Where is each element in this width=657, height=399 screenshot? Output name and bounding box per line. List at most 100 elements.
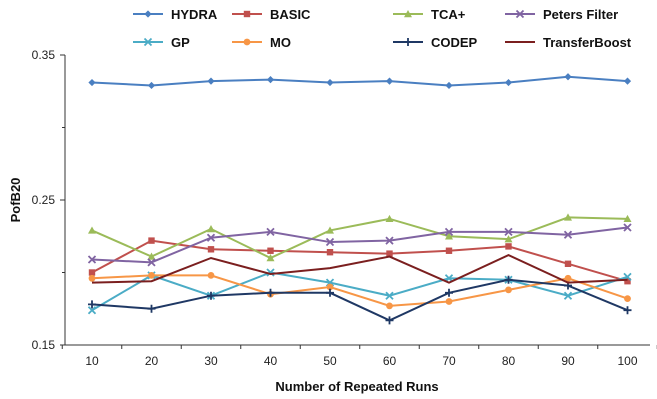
series-line-basic: [91, 239, 628, 283]
data-point-codep: [445, 288, 453, 297]
legend-marker-basic: [243, 10, 251, 18]
data-point-tca: [207, 225, 215, 233]
data-point-hydra: [207, 77, 215, 85]
data-point-hydra: [147, 81, 156, 90]
x-axis-label: Number of Repeated Runs: [275, 379, 438, 394]
data-point-codep: [326, 288, 334, 297]
legend-item-transferboost: TransferBoost: [505, 35, 632, 50]
x-tick-label: 40: [264, 354, 278, 368]
data-point-tca: [266, 254, 275, 262]
series-group: [87, 73, 632, 325]
legend-item-tca: TCA+: [393, 7, 466, 22]
legend-marker-mo: [243, 38, 251, 46]
data-point-mo: [445, 298, 453, 305]
y-tick-label: 0.25: [32, 193, 56, 207]
series-peters-filter: [87, 223, 632, 267]
data-point-peters-filter: [206, 233, 216, 242]
legend-marker-hydra: [144, 10, 152, 18]
data-point-tca: [564, 213, 572, 221]
data-point-tca: [88, 226, 96, 234]
legend-label-basic: BASIC: [270, 7, 311, 22]
series-codep: [88, 275, 632, 325]
data-point-gp: [563, 291, 573, 300]
data-point-codep: [385, 316, 394, 325]
data-point-tca: [326, 226, 334, 234]
data-point-peters-filter: [623, 223, 632, 232]
axes: [64, 55, 650, 346]
series-line-peters-filter: [91, 226, 628, 264]
legend-label-tca: TCA+: [431, 7, 466, 22]
data-point-hydra: [88, 78, 96, 87]
data-point-peters-filter: [325, 237, 335, 247]
legend-marker-tca: [404, 10, 412, 18]
data-point-tca: [504, 235, 513, 243]
legend: HYDRA BASIC TCA+ Peters Filter GP MO CODEP Tran…: [133, 7, 632, 50]
data-point-codep: [207, 291, 215, 300]
data-point-hydra: [326, 78, 334, 87]
data-point-basic: [386, 250, 393, 257]
y-ticks: 0.15 0.25 0.35: [32, 48, 65, 352]
data-point-hydra: [445, 81, 453, 90]
data-point-mo: [326, 283, 334, 291]
data-point-peters-filter: [87, 255, 97, 264]
y-tick-label: 0.35: [32, 48, 56, 62]
legend-marker-gp: [143, 37, 153, 47]
data-point-gp: [87, 306, 97, 315]
x-tick-label: 70: [442, 354, 456, 368]
series-line-codep: [91, 278, 628, 322]
data-point-mo: [564, 274, 572, 282]
series-line-transferboost: [91, 253, 628, 284]
data-point-codep: [504, 275, 513, 284]
data-point-peters-filter: [504, 227, 513, 237]
series-line-tca: [91, 216, 628, 260]
data-point-tca: [147, 252, 156, 260]
data-point-peters-filter: [385, 236, 394, 245]
data-point-hydra: [623, 77, 632, 85]
data-point-gp: [266, 268, 275, 277]
legend-label-codep: CODEP: [431, 35, 478, 50]
data-point-codep: [88, 300, 96, 309]
data-point-basic: [624, 278, 631, 285]
y-axis-label: PofB20: [8, 178, 23, 223]
data-point-basic: [88, 269, 96, 276]
series-basic: [88, 237, 631, 285]
series-transferboost: [91, 253, 628, 284]
series-line-gp: [91, 271, 628, 312]
data-point-hydra: [504, 78, 513, 87]
data-point-basic: [267, 247, 274, 254]
data-point-basic: [148, 237, 155, 244]
data-point-gp: [385, 291, 394, 300]
legend-item-hydra: HYDRA: [133, 7, 218, 22]
x-tick-label: 30: [204, 354, 218, 368]
data-point-tca: [623, 214, 632, 223]
data-point-peters-filter: [563, 230, 573, 239]
data-point-basic: [505, 243, 512, 250]
y-tick-label: 0.15: [32, 338, 56, 352]
legend-label-transferboost: TransferBoost: [543, 35, 632, 50]
data-point-tca: [445, 232, 453, 240]
data-point-mo: [624, 295, 631, 302]
legend-label-gp: GP: [171, 35, 190, 50]
data-point-tca: [385, 214, 394, 223]
legend-item-gp: GP: [133, 35, 190, 50]
legend-label-mo: MO: [270, 35, 291, 50]
data-point-basic: [207, 246, 215, 253]
series-mo: [88, 272, 631, 310]
data-point-codep: [623, 306, 632, 315]
x-ticks: 10 20 30 40 50 60 70 80 90 100: [61, 345, 657, 368]
x-tick-label: 50: [323, 354, 337, 368]
legend-item-mo: MO: [232, 35, 291, 50]
data-point-peters-filter: [147, 258, 156, 267]
series-tca: [88, 213, 632, 262]
legend-marker-peters-filter: [515, 9, 525, 19]
legend-label-hydra: HYDRA: [171, 7, 218, 22]
x-tick-label: 60: [383, 354, 397, 368]
data-point-basic: [445, 247, 453, 254]
data-point-mo: [148, 272, 155, 279]
legend-item-basic: BASIC: [232, 7, 311, 22]
data-point-codep: [266, 288, 275, 297]
data-point-hydra: [385, 77, 394, 85]
data-point-hydra: [564, 73, 572, 81]
data-point-mo: [386, 302, 393, 310]
